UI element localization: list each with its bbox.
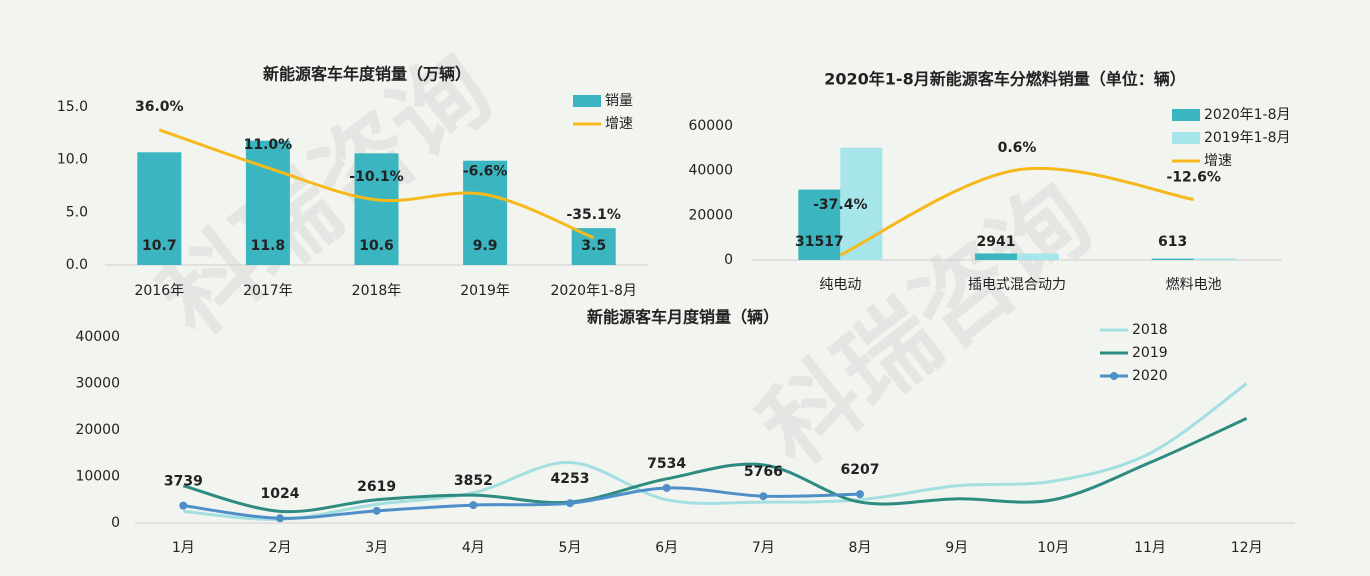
bar bbox=[137, 152, 182, 265]
data-label: 2941 bbox=[977, 234, 1016, 250]
x-tick-label: 7月 bbox=[752, 540, 775, 556]
y-tick-label: 10000 bbox=[75, 469, 120, 485]
y-tick-label: 20000 bbox=[75, 422, 120, 438]
x-tick-label: 11月 bbox=[1134, 540, 1166, 556]
line bbox=[183, 486, 861, 520]
chart-title: 新能源客车月度销量（辆） bbox=[587, 308, 779, 327]
bar bbox=[840, 147, 883, 260]
data-label: 11.8 bbox=[251, 238, 286, 254]
bar bbox=[1193, 258, 1236, 260]
marker bbox=[759, 492, 768, 501]
data-label: 31517 bbox=[795, 234, 844, 250]
data-label: 3739 bbox=[164, 474, 203, 490]
x-tick-label: 2020年1-8月 bbox=[550, 283, 637, 299]
legend-label: 2019年1-8月 bbox=[1204, 130, 1291, 146]
y-tick-label: 0.0 bbox=[66, 257, 88, 273]
data-label: -35.1% bbox=[567, 207, 621, 223]
line bbox=[183, 382, 1248, 521]
data-label: 613 bbox=[1158, 234, 1187, 250]
x-tick-label: 12月 bbox=[1231, 540, 1263, 556]
x-tick-label: 纯电动 bbox=[819, 277, 861, 293]
x-tick-label: 10月 bbox=[1037, 540, 1069, 556]
x-tick-label: 2018年 bbox=[352, 283, 402, 299]
legend-label: 2018 bbox=[1132, 322, 1168, 338]
bar bbox=[1017, 253, 1059, 260]
bar bbox=[1151, 258, 1194, 260]
y-tick-label: 40000 bbox=[688, 163, 733, 179]
legend-swatch bbox=[1172, 109, 1200, 121]
data-label: -12.6% bbox=[1166, 169, 1220, 185]
data-label: 10.7 bbox=[142, 238, 177, 254]
legend-label: 2020年1-8月 bbox=[1204, 107, 1291, 123]
data-label: 9.9 bbox=[473, 238, 498, 254]
data-label: 1024 bbox=[261, 486, 300, 502]
data-label: 3852 bbox=[454, 473, 493, 489]
chart-title: 新能源客车年度销量（万辆） bbox=[263, 65, 471, 84]
y-tick-label: 5.0 bbox=[66, 204, 88, 220]
y-tick-label: 20000 bbox=[688, 207, 733, 223]
bar bbox=[463, 160, 508, 265]
marker bbox=[662, 483, 671, 492]
legend-label: 增速 bbox=[1204, 153, 1232, 169]
y-tick-label: 60000 bbox=[688, 118, 733, 134]
marker bbox=[469, 501, 478, 510]
x-tick-label: 1月 bbox=[172, 540, 195, 556]
line bbox=[158, 128, 595, 240]
legend-swatch bbox=[573, 95, 601, 107]
data-label: 4253 bbox=[551, 471, 590, 487]
legend-label: 销量 bbox=[605, 93, 633, 109]
data-label: 10.6 bbox=[359, 238, 394, 254]
y-tick-label: 0 bbox=[724, 252, 733, 268]
x-tick-label: 6月 bbox=[655, 540, 678, 556]
data-label: -6.6% bbox=[463, 164, 508, 180]
y-tick-label: 40000 bbox=[75, 329, 120, 345]
x-tick-label: 9月 bbox=[945, 540, 968, 556]
data-label: 6207 bbox=[841, 462, 880, 478]
bar bbox=[975, 253, 1017, 260]
data-label: 0.6% bbox=[998, 140, 1037, 156]
bar bbox=[798, 189, 841, 260]
bar bbox=[571, 228, 616, 265]
marker bbox=[566, 499, 574, 508]
line bbox=[839, 166, 1194, 257]
legend-marker bbox=[1110, 372, 1118, 380]
y-tick-label: 10.0 bbox=[57, 152, 88, 168]
marker bbox=[276, 514, 284, 523]
x-tick-label: 8月 bbox=[849, 540, 872, 556]
chart-title: 2020年1-8月新能源客车分燃料销量（单位：辆） bbox=[824, 70, 1185, 89]
data-label: -10.1% bbox=[349, 169, 403, 185]
y-tick-label: 30000 bbox=[75, 376, 120, 392]
x-tick-label: 5月 bbox=[559, 540, 582, 556]
x-tick-label: 插电式混合动力 bbox=[968, 277, 1066, 293]
data-label: 36.0% bbox=[135, 99, 184, 115]
x-tick-label: 2016年 bbox=[134, 283, 184, 299]
x-tick-label: 3月 bbox=[365, 540, 388, 556]
bar bbox=[354, 153, 399, 265]
legend-label: 增速 bbox=[605, 116, 633, 132]
x-tick-label: 2月 bbox=[269, 540, 292, 556]
legend-swatch bbox=[1172, 132, 1200, 144]
data-label: 2619 bbox=[357, 479, 396, 495]
line bbox=[182, 417, 1248, 514]
x-tick-label: 4月 bbox=[462, 540, 485, 556]
data-label: 7534 bbox=[647, 456, 686, 472]
x-tick-label: 2019年 bbox=[460, 283, 510, 299]
data-label: -37.4% bbox=[813, 197, 867, 213]
data-label: 5766 bbox=[744, 464, 783, 480]
y-tick-label: 0 bbox=[111, 515, 120, 531]
legend-label: 2020 bbox=[1132, 368, 1168, 384]
y-tick-label: 15.0 bbox=[57, 99, 88, 115]
marker bbox=[179, 501, 188, 510]
x-tick-label: 燃料电池 bbox=[1166, 276, 1222, 293]
legend-label: 2019 bbox=[1132, 345, 1168, 361]
data-label: 3.5 bbox=[581, 238, 606, 254]
x-tick-label: 2017年 bbox=[243, 283, 293, 299]
data-label: 11.0% bbox=[244, 137, 293, 153]
marker bbox=[856, 490, 864, 499]
marker bbox=[372, 506, 381, 515]
watermark: 科瑞咨询 bbox=[740, 162, 1112, 487]
